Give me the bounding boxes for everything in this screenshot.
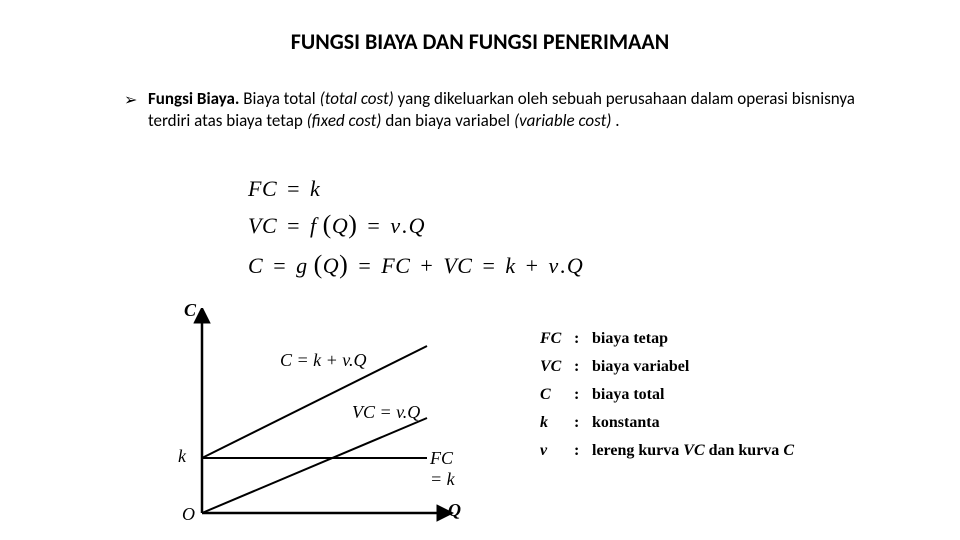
eq2-lhs: VC xyxy=(248,213,277,238)
eq2-v: v xyxy=(390,213,400,238)
eq3-t1: FC xyxy=(381,253,410,278)
legend-sym: VC xyxy=(540,358,570,376)
eq3-lhs: C xyxy=(248,253,263,278)
c-line-label: C = k + v.Q xyxy=(280,350,366,371)
bullet-seg6: (variable cost) xyxy=(514,110,611,131)
eq-lparen: ( xyxy=(314,250,323,279)
eq1-rhs: k xyxy=(310,176,320,201)
legend-v-mid: dan kurva xyxy=(705,442,784,459)
eq3-arg: Q xyxy=(323,253,339,278)
legend-v-vc: VC xyxy=(683,442,704,459)
legend: FC : biaya tetap VC : biaya variabel C :… xyxy=(540,330,794,470)
legend-colon: : xyxy=(574,386,588,404)
page: FUNGSI BIAYA DAN FUNGSI PENERIMAAN ➢ Fun… xyxy=(0,0,960,540)
eq2-arg: Q xyxy=(332,213,348,238)
bullet-seg7: . xyxy=(615,110,619,131)
y-axis-label: C xyxy=(184,300,196,321)
legend-row-c: C : biaya total xyxy=(540,386,794,404)
eq3-g: g xyxy=(296,253,308,278)
legend-v-c: C xyxy=(783,442,794,459)
vc-line xyxy=(202,418,427,513)
bullet-paragraph: ➢ Fungsi Biaya. Biaya total (total cost)… xyxy=(148,88,860,133)
legend-sym: C xyxy=(540,386,570,404)
bullet-seg2: (total cost) xyxy=(320,88,394,109)
eq-equals: = xyxy=(283,176,304,201)
cost-graph: C Q O k C = k + v.Q VC = v.Q FC = k xyxy=(172,308,462,528)
legend-row-fc: FC : biaya tetap xyxy=(540,330,794,348)
legend-v-prefix: lereng kurva xyxy=(592,442,683,459)
eq-equals: = xyxy=(283,213,304,238)
legend-sym: v xyxy=(540,442,570,460)
legend-def: lereng kurva VC dan kurva C xyxy=(592,442,794,459)
legend-row-k: k : konstanta xyxy=(540,414,794,432)
eq-equals: = xyxy=(354,253,375,278)
eq-dot: . xyxy=(401,213,409,238)
legend-def: konstanta xyxy=(592,414,660,431)
x-axis-label: Q xyxy=(448,500,461,521)
eq-lparen: ( xyxy=(323,210,332,239)
legend-row-vc: VC : biaya variabel xyxy=(540,358,794,376)
bullet-seg5: dan biaya variabel xyxy=(385,110,514,131)
eq3-t2: VC xyxy=(443,253,472,278)
eq-rparen: ) xyxy=(339,250,348,279)
eq3-t4v: v xyxy=(549,253,559,278)
eq-plus: + xyxy=(522,253,543,278)
eq3-t4Q: Q xyxy=(567,253,583,278)
k-label: k xyxy=(178,446,186,467)
legend-def: biaya total xyxy=(592,386,664,403)
eq-dot: . xyxy=(559,253,567,278)
vc-line-label: VC = v.Q xyxy=(352,402,420,423)
bullet-seg1: Biaya total xyxy=(243,88,319,109)
bullet-seg4: (fixed cost) xyxy=(307,110,382,131)
equation-fc: FC = k xyxy=(248,176,320,202)
bullet-marker-icon: ➢ xyxy=(124,90,137,111)
eq-equals: = xyxy=(478,253,499,278)
legend-colon: : xyxy=(574,358,588,376)
eq-plus: + xyxy=(416,253,437,278)
equation-vc: VC = f (Q) = v.Q xyxy=(248,210,425,240)
bullet-lead: Fungsi Biaya. xyxy=(148,88,239,109)
eq3-t3: k xyxy=(505,253,515,278)
legend-sym: k xyxy=(540,414,570,432)
eq-rparen: ) xyxy=(348,210,357,239)
eq-equals: = xyxy=(363,213,384,238)
page-title: FUNGSI BIAYA DAN FUNGSI PENERIMAAN xyxy=(0,28,960,55)
eq2-Q: Q xyxy=(409,213,425,238)
legend-sym: FC xyxy=(540,330,570,348)
legend-colon: : xyxy=(574,330,588,348)
legend-def: biaya tetap xyxy=(592,330,668,347)
eq1-lhs: FC xyxy=(248,176,277,201)
eq2-f: f xyxy=(310,213,317,238)
eq-equals: = xyxy=(269,253,290,278)
legend-colon: : xyxy=(574,414,588,432)
legend-def: biaya variabel xyxy=(592,358,689,375)
legend-row-v: v : lereng kurva VC dan kurva C xyxy=(540,442,794,460)
equation-c: C = g (Q) = FC + VC = k + v.Q xyxy=(248,250,583,280)
legend-colon: : xyxy=(574,442,588,460)
fc-line-label: FC = k xyxy=(430,448,462,490)
origin-label: O xyxy=(182,504,195,525)
